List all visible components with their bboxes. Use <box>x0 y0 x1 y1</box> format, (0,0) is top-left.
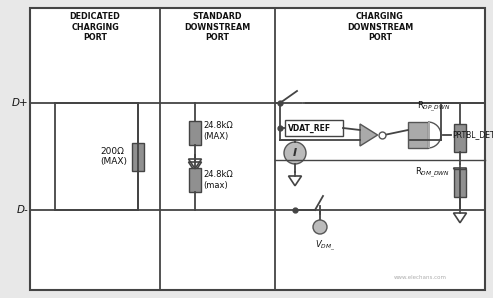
Text: 200Ω
(MAX): 200Ω (MAX) <box>100 147 127 166</box>
Text: $\mathregular{R}_{DP\_DWN}$: $\mathregular{R}_{DP\_DWN}$ <box>417 100 450 114</box>
Text: 24.8kΩ
(MAX): 24.8kΩ (MAX) <box>203 121 233 141</box>
Text: $V_{DM\_}$: $V_{DM\_}$ <box>315 239 335 254</box>
Bar <box>132 142 144 170</box>
Text: D+: D+ <box>11 98 28 108</box>
Text: DEDICATED
CHARGING
PORT: DEDICATED CHARGING PORT <box>70 12 120 43</box>
Text: PRTBL_DET: PRTBL_DET <box>452 131 493 139</box>
Text: STANDARD
DOWNSTREAM
PORT: STANDARD DOWNSTREAM PORT <box>184 12 250 43</box>
Circle shape <box>284 142 306 164</box>
Bar <box>189 121 201 145</box>
Text: $\mathregular{R}_{DM\_DWN}$: $\mathregular{R}_{DM\_DWN}$ <box>415 166 450 180</box>
Text: www.elechans.com: www.elechans.com <box>393 275 447 280</box>
Bar <box>454 169 466 197</box>
Bar <box>454 124 466 152</box>
Bar <box>428 122 430 148</box>
Text: 24.8kΩ
(max): 24.8kΩ (max) <box>203 170 233 190</box>
Text: D-: D- <box>16 205 28 215</box>
Text: VDAT_REF: VDAT_REF <box>288 123 331 133</box>
Text: I: I <box>293 148 297 158</box>
Text: CHARGING
DOWNSTREAM
PORT: CHARGING DOWNSTREAM PORT <box>347 12 413 43</box>
Bar <box>189 168 201 192</box>
Polygon shape <box>360 124 378 146</box>
Bar <box>408 122 428 148</box>
Bar <box>285 120 343 136</box>
Circle shape <box>313 220 327 234</box>
